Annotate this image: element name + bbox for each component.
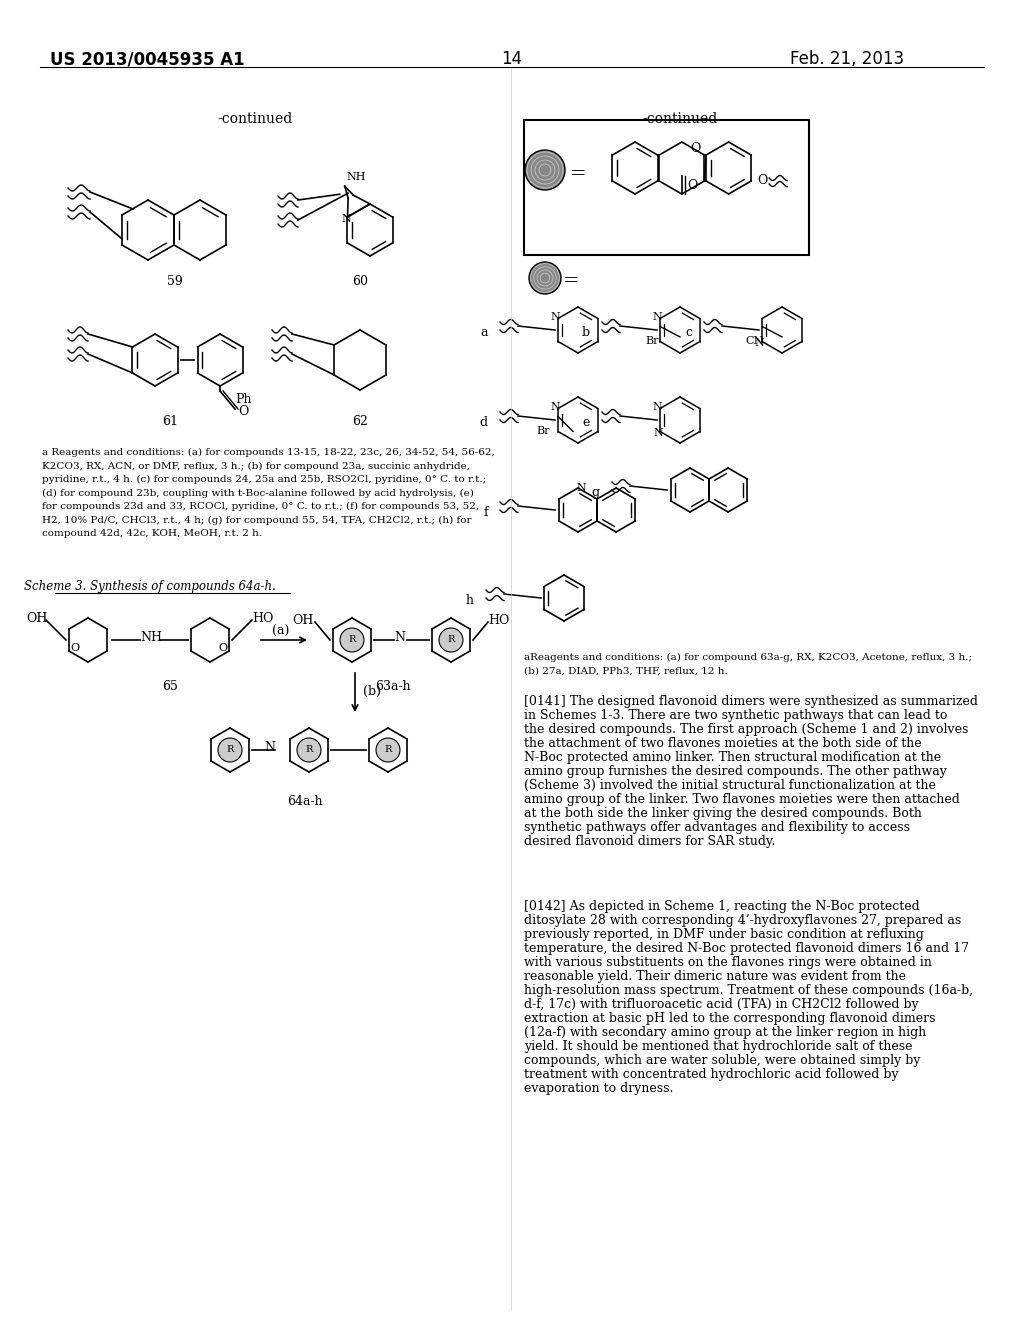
Text: -continued: -continued <box>217 112 293 125</box>
Text: a Reagents and conditions: (a) for compounds 13-15, 18-22, 23c, 26, 34-52, 54, 5: a Reagents and conditions: (a) for compo… <box>42 447 495 457</box>
Text: H2, 10% Pd/C, CHCl3, r.t., 4 h; (g) for compound 55, 54, TFA, CH2Cl2, r.t.; (h) : H2, 10% Pd/C, CHCl3, r.t., 4 h; (g) for … <box>42 516 471 524</box>
Text: R: R <box>348 635 355 644</box>
Circle shape <box>376 738 400 762</box>
Text: HO: HO <box>488 614 509 627</box>
Text: ditosylate 28 with corresponding 4’-hydroxyflavones 27, prepared as: ditosylate 28 with corresponding 4’-hydr… <box>524 913 962 927</box>
Text: c: c <box>685 326 692 339</box>
Text: Ph: Ph <box>236 393 252 407</box>
Circle shape <box>525 150 565 190</box>
Text: high-resolution mass spectrum. Treatment of these compounds (16a-b,: high-resolution mass spectrum. Treatment… <box>524 983 973 997</box>
Text: Scheme 3. Synthesis of compounds 64a-h.: Scheme 3. Synthesis of compounds 64a-h. <box>24 579 275 593</box>
Text: b: b <box>582 326 590 339</box>
Text: h: h <box>466 594 474 607</box>
Text: [0141] The designed flavonoid dimers were synthesized as summarized: [0141] The designed flavonoid dimers wer… <box>524 696 978 708</box>
Text: 63a-h: 63a-h <box>375 680 411 693</box>
Text: extraction at basic pH led to the corresponding flavonoid dimers: extraction at basic pH led to the corres… <box>524 1012 936 1026</box>
Text: reasonable yield. Their dimeric nature was evident from the: reasonable yield. Their dimeric nature w… <box>524 970 906 983</box>
Text: N: N <box>652 312 663 322</box>
Text: yield. It should be mentioned that hydrochloride salt of these: yield. It should be mentioned that hydro… <box>524 1040 912 1053</box>
Text: 59: 59 <box>167 275 183 288</box>
Text: O: O <box>219 643 228 652</box>
Text: (d) for compound 23b, coupling with t-Boc-alanine followed by acid hydrolysis, (: (d) for compound 23b, coupling with t-Bo… <box>42 488 474 498</box>
Text: N: N <box>551 403 560 412</box>
Text: for compounds 23d and 33, RCOCl, pyridine, 0° C. to r.t.; (f) for compounds 53, : for compounds 23d and 33, RCOCl, pyridin… <box>42 502 479 511</box>
Text: CN: CN <box>744 337 763 346</box>
Text: (12a-f) with secondary amino group at the linker region in high: (12a-f) with secondary amino group at th… <box>524 1026 927 1039</box>
Text: N-Boc protected amino linker. Then structural modification at the: N-Boc protected amino linker. Then struc… <box>524 751 941 764</box>
Text: temperature, the desired N-Boc protected flavonoid dimers 16 and 17: temperature, the desired N-Boc protected… <box>524 942 969 954</box>
Text: N: N <box>652 403 663 412</box>
Text: desired flavonoid dimers for SAR study.: desired flavonoid dimers for SAR study. <box>524 836 775 847</box>
Text: 65: 65 <box>162 680 178 693</box>
Text: NH: NH <box>347 172 367 182</box>
Text: =: = <box>563 272 580 290</box>
Text: aReagents and conditions: (a) for compound 63a-g, RX, K2CO3, Acetone, reflux, 3 : aReagents and conditions: (a) for compou… <box>524 653 972 663</box>
Circle shape <box>439 628 463 652</box>
Text: O: O <box>70 643 79 652</box>
Text: d-f, 17c) with trifluoroacetic acid (TFA) in CH2Cl2 followed by: d-f, 17c) with trifluoroacetic acid (TFA… <box>524 998 919 1011</box>
Text: -continued: -continued <box>642 112 718 125</box>
Text: 60: 60 <box>352 275 368 288</box>
Text: previously reported, in DMF under basic condition at refluxing: previously reported, in DMF under basic … <box>524 928 924 941</box>
Text: at the both side the linker giving the desired compounds. Both: at the both side the linker giving the d… <box>524 807 922 820</box>
Text: the attachment of two flavones moieties at the both side of the: the attachment of two flavones moieties … <box>524 737 922 750</box>
Circle shape <box>218 738 242 762</box>
Text: the desired compounds. The first approach (Scheme 1 and 2) involves: the desired compounds. The first approac… <box>524 723 969 737</box>
Text: g: g <box>592 486 600 499</box>
Text: R: R <box>305 746 312 755</box>
Text: N: N <box>755 338 764 348</box>
Text: d: d <box>480 416 488 429</box>
Text: =: = <box>570 165 587 183</box>
Text: f: f <box>483 506 488 519</box>
Text: (Scheme 3) involved the initial structural functionalization at the: (Scheme 3) involved the initial structur… <box>524 779 936 792</box>
FancyBboxPatch shape <box>524 120 809 255</box>
Text: N: N <box>264 741 275 754</box>
Text: e: e <box>583 416 590 429</box>
Text: (b): (b) <box>362 685 381 697</box>
Text: 64a-h: 64a-h <box>287 795 323 808</box>
Text: a: a <box>480 326 488 339</box>
Text: O: O <box>687 180 697 191</box>
Text: [0142] As depicted in Scheme 1, reacting the N-Boc protected: [0142] As depicted in Scheme 1, reacting… <box>524 900 920 913</box>
Text: (a): (a) <box>272 624 290 638</box>
Text: R: R <box>226 746 233 755</box>
Text: OH: OH <box>26 612 47 624</box>
Text: in Schemes 1-3. There are two synthetic pathways that can lead to: in Schemes 1-3. There are two synthetic … <box>524 709 947 722</box>
Text: treatment with concentrated hydrochloric acid followed by: treatment with concentrated hydrochloric… <box>524 1068 899 1081</box>
Text: O: O <box>690 143 700 154</box>
Text: N: N <box>577 483 586 492</box>
Text: synthetic pathways offer advantages and flexibility to access: synthetic pathways offer advantages and … <box>524 821 910 834</box>
Text: 61: 61 <box>162 414 178 428</box>
Text: O: O <box>238 405 249 418</box>
Text: compounds, which are water soluble, were obtained simply by: compounds, which are water soluble, were… <box>524 1053 921 1067</box>
Text: R: R <box>447 635 455 644</box>
Text: Br: Br <box>645 337 658 346</box>
Text: 14: 14 <box>502 50 522 69</box>
Text: NH: NH <box>140 631 162 644</box>
Text: N: N <box>342 214 351 224</box>
Text: (b) 27a, DIAD, PPh3, THF, reflux, 12 h.: (b) 27a, DIAD, PPh3, THF, reflux, 12 h. <box>524 667 728 676</box>
Text: US 2013/0045935 A1: US 2013/0045935 A1 <box>50 50 245 69</box>
Text: compound 42d, 42c, KOH, MeOH, r.t. 2 h.: compound 42d, 42c, KOH, MeOH, r.t. 2 h. <box>42 529 262 539</box>
Text: Br: Br <box>537 426 550 437</box>
Text: K2CO3, RX, ACN, or DMF, reflux, 3 h.; (b) for compound 23a, succinic anhydride,: K2CO3, RX, ACN, or DMF, reflux, 3 h.; (b… <box>42 462 470 471</box>
Circle shape <box>297 738 321 762</box>
Text: O: O <box>757 174 768 187</box>
Text: pyridine, r.t., 4 h. (c) for compounds 24, 25a and 25b, RSO2Cl, pyridine, 0° C. : pyridine, r.t., 4 h. (c) for compounds 2… <box>42 475 486 484</box>
Text: amino group furnishes the desired compounds. The other pathway: amino group furnishes the desired compou… <box>524 766 947 777</box>
Text: N: N <box>551 312 560 322</box>
Text: with various substituents on the flavones rings were obtained in: with various substituents on the flavone… <box>524 956 932 969</box>
Text: Feb. 21, 2013: Feb. 21, 2013 <box>790 50 904 69</box>
Text: evaporation to dryness.: evaporation to dryness. <box>524 1082 674 1096</box>
Text: OH: OH <box>292 614 313 627</box>
Text: amino group of the linker. Two flavones moieties were then attached: amino group of the linker. Two flavones … <box>524 793 959 807</box>
Circle shape <box>529 261 561 294</box>
Text: 62: 62 <box>352 414 368 428</box>
Text: R: R <box>384 746 392 755</box>
Text: N: N <box>653 428 664 437</box>
Text: N: N <box>394 631 406 644</box>
Circle shape <box>340 628 364 652</box>
Text: HO: HO <box>252 612 273 624</box>
